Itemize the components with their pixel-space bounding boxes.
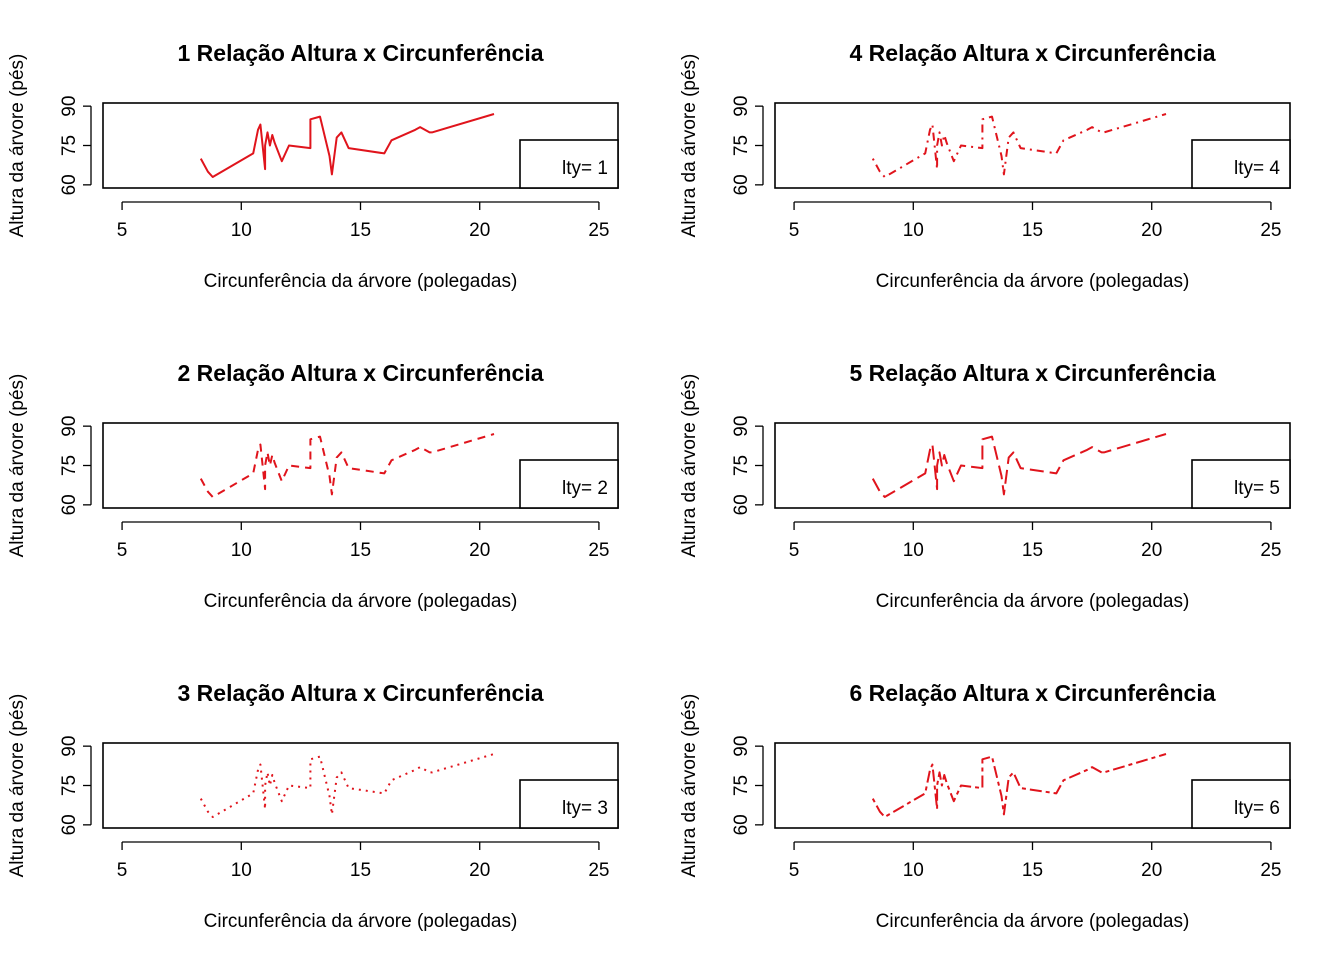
x-tick-label: 5	[789, 220, 800, 241]
x-tick-label: 20	[1141, 220, 1162, 241]
legend-label: lty= 4	[1234, 158, 1280, 179]
legend: lty= 5	[1191, 459, 1291, 509]
x-tick-label: 15	[350, 540, 371, 561]
x-tick-label: 15	[1022, 220, 1043, 241]
y-axis-label: Altura da árvore (pés)	[7, 374, 28, 558]
series-line	[871, 433, 1167, 498]
y-axis-label: Altura da árvore (pés)	[7, 54, 28, 238]
x-tick-label: 20	[469, 860, 490, 881]
y-tick-label: 90	[731, 416, 752, 437]
y-tick-label: 60	[59, 494, 80, 515]
x-axis-label: Circunferência da árvore (polegadas)	[204, 911, 518, 932]
legend-label: lty= 2	[562, 478, 608, 499]
chart-title: 1 Relação Altura x Circunferência	[177, 40, 543, 66]
x-tick-label: 10	[903, 220, 924, 241]
y-tick-label: 60	[731, 814, 752, 835]
y-tick-label: 60	[731, 174, 752, 195]
y-tick-label: 75	[59, 455, 80, 476]
chart-panel: 3 Relação Altura x Circunferência Circunf…	[7, 680, 619, 932]
y-tick-label: 75	[731, 775, 752, 796]
series-line	[871, 113, 1167, 178]
x-tick-label: 10	[231, 860, 252, 881]
y-tick-label: 90	[59, 96, 80, 117]
x-axis-label: Circunferência da árvore (polegadas)	[204, 591, 518, 612]
y-axis-label: Altura da árvore (pés)	[7, 694, 28, 878]
x-tick-label: 15	[1022, 540, 1043, 561]
x-tick-label: 10	[903, 860, 924, 881]
y-tick-label: 60	[59, 814, 80, 835]
x-tick-label: 25	[588, 860, 609, 881]
y-tick-label: 75	[731, 455, 752, 476]
series-line	[199, 113, 495, 178]
legend: lty= 6	[1191, 779, 1291, 829]
legend-label: lty= 3	[562, 798, 608, 819]
x-tick-label: 25	[1260, 860, 1281, 881]
x-axis-label: Circunferência da árvore (polegadas)	[204, 271, 518, 292]
legend-label: lty= 5	[1234, 478, 1280, 499]
x-tick-label: 20	[469, 540, 490, 561]
legend: lty= 3	[519, 779, 619, 829]
legend: lty= 4	[1191, 139, 1291, 189]
x-axis-label: Circunferência da árvore (polegadas)	[876, 271, 1190, 292]
y-tick-label: 90	[731, 736, 752, 757]
x-tick-label: 20	[1141, 540, 1162, 561]
legend: lty= 2	[519, 459, 619, 509]
chart-panel: 6 Relação Altura x Circunferência Circunf…	[679, 680, 1291, 932]
x-tick-label: 15	[350, 220, 371, 241]
y-tick-label: 90	[59, 736, 80, 757]
chart-panel: 2 Relação Altura x Circunferência Circunf…	[7, 360, 619, 612]
x-tick-label: 5	[789, 860, 800, 881]
x-tick-label: 20	[1141, 860, 1162, 881]
chart-title: 2 Relação Altura x Circunferência	[177, 360, 543, 386]
chart-title: 3 Relação Altura x Circunferência	[177, 680, 543, 706]
x-tick-label: 5	[789, 540, 800, 561]
legend-box	[1191, 779, 1291, 829]
x-tick-label: 15	[350, 860, 371, 881]
chart-panel: 4 Relação Altura x Circunferência Circunf…	[679, 40, 1291, 292]
x-tick-label: 5	[117, 540, 128, 561]
x-tick-label: 10	[231, 540, 252, 561]
chart-panel: 1 Relação Altura x Circunferência Circunf…	[7, 40, 619, 292]
x-tick-label: 15	[1022, 860, 1043, 881]
legend-box	[519, 459, 619, 509]
x-axis-label: Circunferência da árvore (polegadas)	[876, 911, 1190, 932]
y-axis-label: Altura da árvore (pés)	[679, 694, 700, 878]
y-tick-label: 60	[59, 174, 80, 195]
legend: lty= 1	[519, 139, 619, 189]
chart-panel: 5 Relação Altura x Circunferência Circunf…	[679, 360, 1291, 612]
y-tick-label: 90	[731, 96, 752, 117]
legend-box	[1191, 139, 1291, 189]
x-tick-label: 25	[588, 220, 609, 241]
series-line	[871, 753, 1167, 818]
x-tick-label: 10	[231, 220, 252, 241]
chart-title: 4 Relação Altura x Circunferência	[849, 40, 1215, 66]
chart-title: 6 Relação Altura x Circunferência	[849, 680, 1215, 706]
x-tick-label: 25	[1260, 540, 1281, 561]
series-line	[199, 753, 495, 818]
legend-box	[1191, 459, 1291, 509]
legend-box	[519, 139, 619, 189]
x-axis-label: Circunferência da árvore (polegadas)	[876, 591, 1190, 612]
y-tick-label: 75	[731, 135, 752, 156]
legend-label: lty= 6	[1234, 798, 1280, 819]
x-tick-label: 25	[1260, 220, 1281, 241]
y-tick-label: 75	[59, 135, 80, 156]
y-tick-label: 75	[59, 775, 80, 796]
legend-label: lty= 1	[562, 158, 608, 179]
x-tick-label: 5	[117, 860, 128, 881]
series-line	[199, 433, 495, 498]
x-tick-label: 10	[903, 540, 924, 561]
y-tick-label: 60	[731, 494, 752, 515]
x-tick-label: 5	[117, 220, 128, 241]
y-tick-label: 90	[59, 416, 80, 437]
x-tick-label: 25	[588, 540, 609, 561]
x-tick-label: 20	[469, 220, 490, 241]
chart-title: 5 Relação Altura x Circunferência	[849, 360, 1215, 386]
y-axis-label: Altura da árvore (pés)	[679, 54, 700, 238]
legend-box	[519, 779, 619, 829]
y-axis-label: Altura da árvore (pés)	[679, 374, 700, 558]
